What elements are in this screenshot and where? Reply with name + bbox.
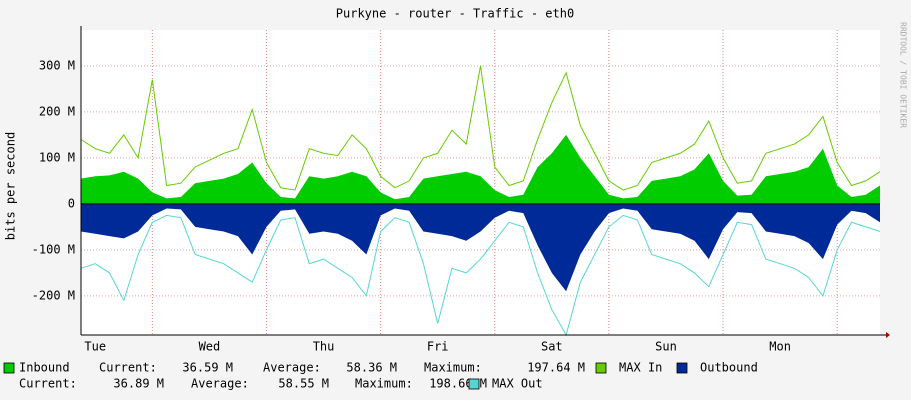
x-tick-label: Mon bbox=[769, 340, 791, 354]
x-tick-label: Fri bbox=[427, 340, 449, 354]
legend-stat-value: 36.59 M bbox=[182, 361, 233, 375]
legend-stat-label: Maximum: bbox=[355, 377, 413, 391]
chart-title: Purkyne - router - Traffic - eth0 bbox=[336, 7, 574, 21]
watermark: RRDTOOL / TOBI OETIKER bbox=[899, 22, 908, 128]
legend-swatch bbox=[468, 378, 480, 390]
legend-swatch bbox=[3, 362, 15, 374]
y-tick-label: -200 M bbox=[32, 288, 75, 302]
legend-stat-label: Average: bbox=[191, 377, 249, 391]
x-tick-label: Wed bbox=[199, 340, 221, 354]
y-axis-label: bits per second bbox=[4, 132, 18, 240]
legend-stat-label: Maximum: bbox=[424, 361, 482, 375]
legend-label: MAX Out bbox=[492, 377, 543, 391]
legend-stat-value: 58.55 M bbox=[278, 377, 329, 391]
x-tick-label: Sat bbox=[541, 340, 563, 354]
axis-arrow bbox=[886, 332, 890, 338]
x-tick-label: Thu bbox=[313, 340, 335, 354]
y-tick-label: 200 M bbox=[39, 104, 75, 118]
legend-swatch bbox=[595, 362, 607, 374]
legend-stat-label: Average: bbox=[263, 361, 321, 375]
y-tick-label: 0 bbox=[68, 196, 75, 210]
y-tick-label: 100 M bbox=[39, 150, 75, 164]
legend-stat-label: Current: bbox=[19, 377, 77, 391]
line bbox=[80, 65, 881, 191]
area bbox=[81, 134, 880, 204]
legend-label: Inbound bbox=[19, 361, 70, 375]
legend-stat-value: 36.89 M bbox=[113, 377, 164, 391]
legend-swatch bbox=[676, 362, 688, 374]
legend-label: Outbound bbox=[700, 361, 758, 375]
legend-stat-label: Current: bbox=[99, 361, 157, 375]
y-tick-label: 300 M bbox=[39, 58, 75, 72]
x-tick-label: Tue bbox=[84, 340, 106, 354]
legend-stat-value: 58.36 M bbox=[346, 361, 397, 375]
area bbox=[81, 203, 880, 292]
line bbox=[80, 214, 881, 337]
y-tick-label: -100 M bbox=[32, 242, 75, 256]
legend-stat-value: 197.64 M bbox=[527, 361, 585, 375]
legend-label: MAX In bbox=[619, 361, 662, 375]
x-tick-label: Sun bbox=[655, 340, 677, 354]
